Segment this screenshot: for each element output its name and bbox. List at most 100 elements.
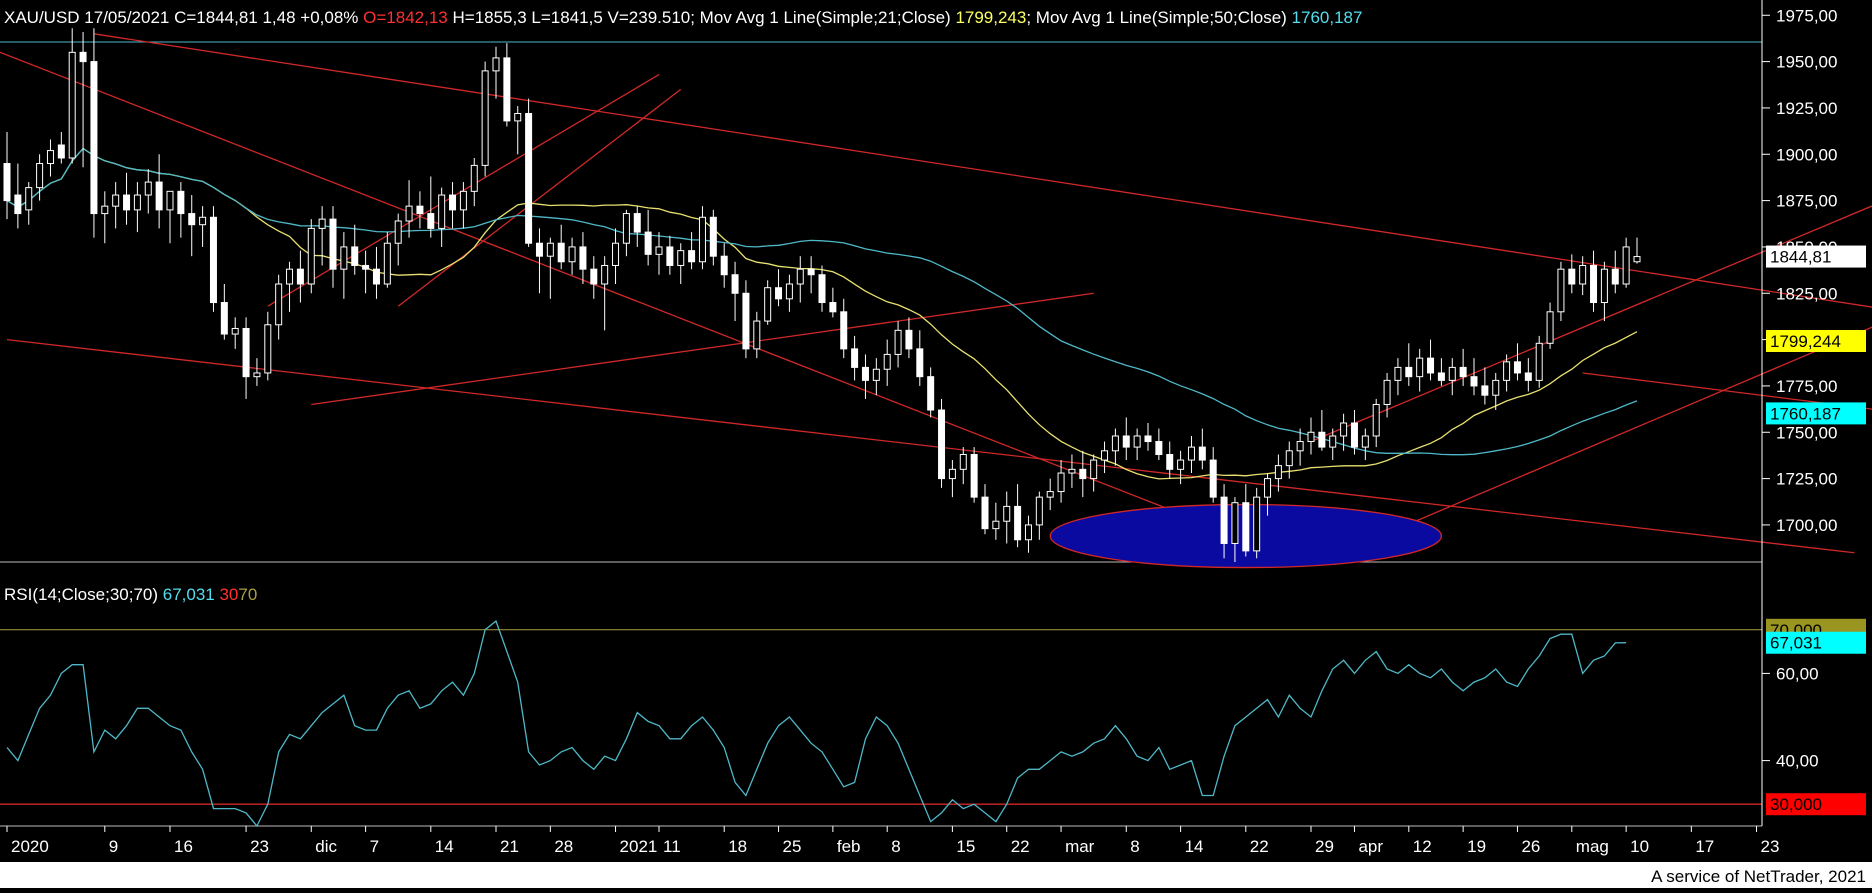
candle-body	[1242, 502, 1250, 552]
candle-body	[155, 181, 163, 211]
badge-background	[1766, 793, 1866, 816]
date-tick-label: 28	[554, 837, 573, 856]
candle	[709, 209, 717, 266]
candle-body	[1209, 459, 1217, 498]
rsi-title-segment-1: 67,031	[163, 585, 215, 604]
date-tick-label: 2020	[11, 837, 49, 856]
candle-body	[1220, 496, 1228, 544]
date-tick-label: 11	[663, 837, 681, 856]
candle-body	[894, 329, 902, 355]
candle	[1122, 417, 1130, 461]
candle	[57, 132, 65, 164]
rsi-tick-label: 40,00	[1776, 752, 1819, 771]
candle-body	[1492, 379, 1500, 396]
date-tick-label: mar	[1065, 837, 1095, 856]
candle	[851, 335, 859, 381]
candle	[459, 182, 467, 229]
candle-body	[470, 164, 478, 192]
candle	[938, 398, 946, 488]
candle	[807, 256, 815, 294]
value-badges: 1844,811799,2441760,18770,00067,03130,00…	[1766, 245, 1866, 816]
candle	[981, 484, 989, 535]
candle	[720, 243, 728, 288]
title-segment-6: 1760,187	[1292, 8, 1363, 27]
candle	[1350, 410, 1358, 455]
candle-body	[14, 194, 22, 215]
candle-body	[362, 264, 370, 270]
candle-body	[535, 242, 543, 257]
value-badge-2: 1760,187	[1766, 402, 1866, 425]
candle-body	[916, 348, 924, 378]
price-tick-label: 1925,00	[1776, 99, 1837, 118]
candle-body	[1437, 372, 1445, 381]
candle	[470, 157, 478, 207]
candle-body	[1633, 256, 1641, 263]
candle-body	[1111, 435, 1119, 452]
date-tick-label: feb	[837, 837, 861, 856]
candle-body	[1611, 268, 1619, 285]
candle	[753, 311, 761, 359]
candle-body	[1274, 465, 1282, 480]
candle-body	[1003, 505, 1011, 522]
candle	[242, 317, 250, 399]
candle	[46, 139, 54, 177]
badge-label: 1760,187	[1770, 404, 1841, 423]
candle-body	[1622, 246, 1630, 285]
candle	[1079, 450, 1087, 498]
candle-body	[633, 213, 641, 233]
candle-body	[514, 112, 522, 122]
rsi-tick-label: 60,00	[1776, 664, 1819, 683]
trendline-1	[6, 338, 1855, 554]
candle-body	[1296, 441, 1304, 452]
date-tick-label: 2021	[620, 837, 658, 856]
candle-body	[1405, 366, 1413, 378]
candle-body	[601, 264, 609, 285]
candle	[1307, 417, 1315, 455]
candle	[144, 169, 152, 214]
candle	[1003, 491, 1011, 544]
date-tick-label: 21	[500, 837, 519, 856]
candle	[590, 256, 598, 299]
candle-body	[351, 246, 359, 266]
date-tick-label: 14	[1185, 837, 1204, 856]
candle-body	[1231, 502, 1239, 544]
badge-label: 1799,244	[1770, 332, 1841, 351]
candle	[220, 284, 228, 340]
date-tick-label: 25	[783, 837, 802, 856]
candle	[79, 31, 87, 168]
candle	[1437, 358, 1445, 386]
title-segment-4: 1799,243	[955, 8, 1026, 27]
candle-body	[981, 496, 989, 530]
value-badge-5: 30,000	[1766, 793, 1866, 816]
candle	[1513, 343, 1521, 381]
date-tick-label: 19	[1467, 837, 1486, 856]
candle	[231, 317, 239, 349]
title-segment-0: XAU/USD 17/05/2021 C=1844,81 1,48 +0,08%	[4, 8, 363, 27]
candle-body	[1253, 496, 1261, 552]
candle-body	[666, 246, 674, 266]
candle	[1394, 358, 1402, 396]
price-tick-label: 1775,00	[1776, 377, 1837, 396]
candle-body	[525, 112, 533, 244]
trendline-4	[397, 88, 682, 307]
trendline-6	[1310, 205, 1872, 443]
candle-body	[383, 242, 391, 285]
candle	[1242, 484, 1250, 557]
chart-title: XAU/USD 17/05/2021 C=1844,81 1,48 +0,08%…	[4, 8, 1362, 27]
candle-body	[492, 57, 500, 72]
candle	[503, 43, 511, 127]
candle	[1057, 460, 1065, 503]
candle	[1503, 354, 1511, 392]
title-segment-3: ; Mov Avg 1 Line(Simple;21;Close)	[690, 8, 955, 27]
candle-body	[329, 218, 337, 270]
candle-body	[372, 268, 380, 285]
candle-body	[1177, 459, 1185, 470]
date-tick-label: 8	[891, 837, 900, 856]
candle	[1481, 367, 1489, 405]
candle	[970, 447, 978, 503]
date-tick-label: mag	[1576, 837, 1609, 856]
candle	[68, 28, 76, 164]
candle	[644, 209, 652, 266]
badge-background	[1766, 245, 1866, 268]
candle-body	[1394, 366, 1402, 381]
